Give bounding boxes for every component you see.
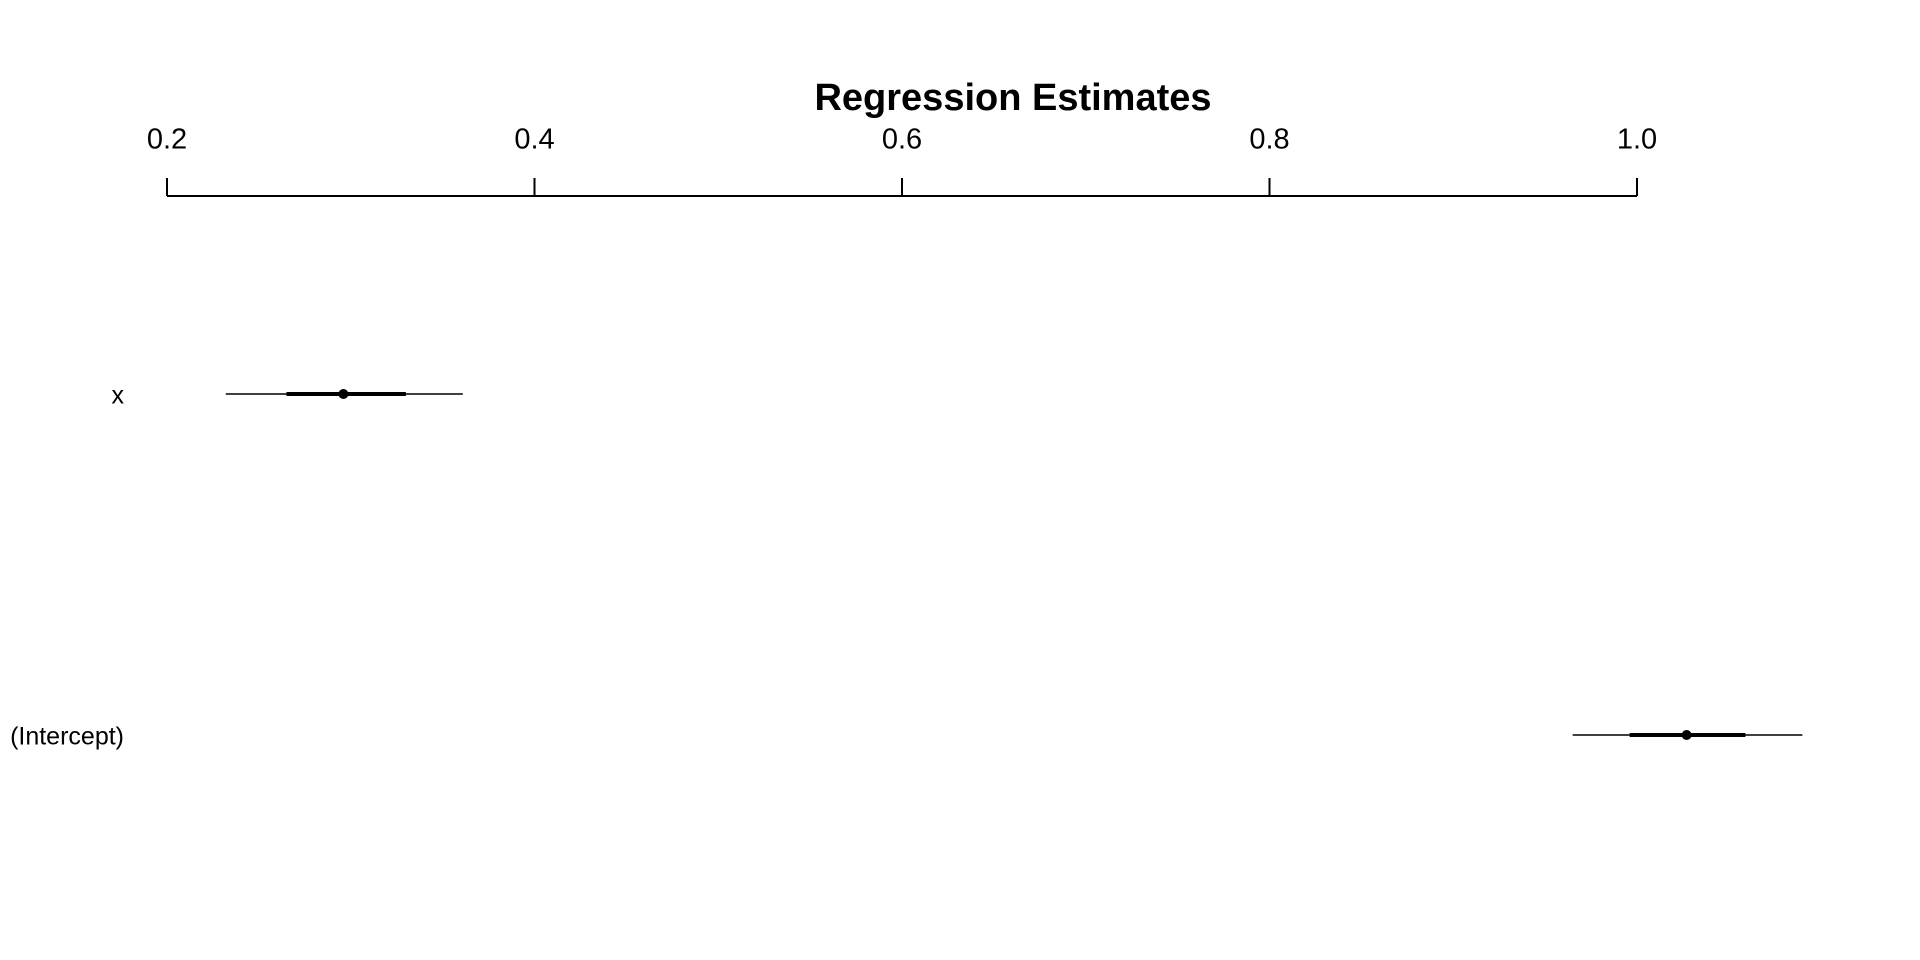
x-tick-label: 0.4 [514,124,554,156]
x-tick-label: 0.8 [1249,124,1289,156]
estimate-point [338,389,349,399]
chart-title: Regression Estimates [814,77,1211,119]
x-tick-label: 0.6 [882,124,922,156]
x-tick-label: 0.2 [147,124,187,156]
row-label: x [112,382,125,410]
x-tick-label: 1.0 [1617,124,1657,156]
estimate-point [1681,730,1692,740]
row-label: (Intercept) [10,723,124,751]
